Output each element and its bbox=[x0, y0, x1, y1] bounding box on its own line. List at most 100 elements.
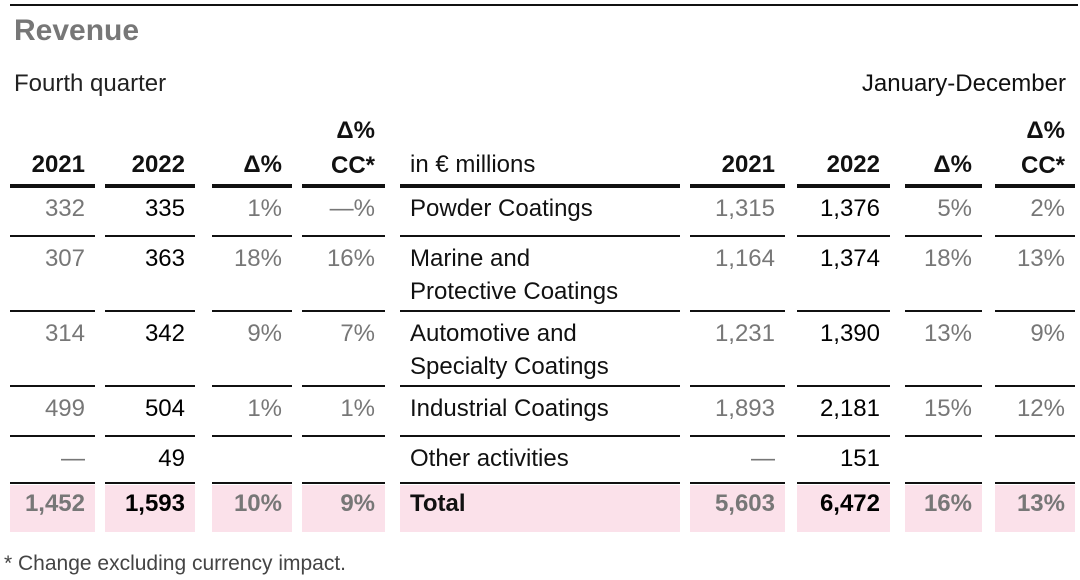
row-rule bbox=[905, 235, 982, 237]
row-rule bbox=[10, 482, 95, 484]
row-label: Other activities bbox=[410, 445, 569, 472]
header-rule bbox=[212, 184, 292, 188]
total-bg bbox=[690, 485, 785, 532]
row-rule bbox=[995, 235, 1075, 237]
cell: 1% bbox=[247, 195, 282, 222]
row-rule bbox=[905, 435, 982, 437]
cell: 1,390 bbox=[819, 320, 880, 347]
cell: 499 bbox=[44, 395, 85, 422]
row-label: Automotive and Specialty Coatings bbox=[410, 320, 609, 380]
row-rule bbox=[212, 435, 292, 437]
row-rule bbox=[797, 235, 890, 237]
total-bg bbox=[302, 485, 385, 532]
column-header: Δ% CC* bbox=[1020, 117, 1065, 179]
column-header: in € millions bbox=[410, 151, 536, 178]
cell: 16% bbox=[326, 245, 375, 272]
total-bg bbox=[995, 485, 1075, 532]
row-label: Powder Coatings bbox=[410, 195, 593, 222]
total-bg bbox=[105, 485, 195, 532]
row-rule bbox=[995, 310, 1075, 312]
cell: — bbox=[751, 445, 775, 472]
row-rule bbox=[105, 385, 195, 387]
cell: 16% bbox=[923, 490, 972, 517]
row-rule bbox=[302, 235, 385, 237]
row-rule bbox=[690, 482, 785, 484]
cell: 5,603 bbox=[714, 490, 775, 517]
row-rule bbox=[400, 235, 680, 237]
row-rule bbox=[302, 310, 385, 312]
cell: 10% bbox=[233, 490, 282, 517]
row-rule bbox=[690, 235, 785, 237]
total-bg bbox=[212, 485, 292, 532]
footnote: * Change excluding currency impact. bbox=[4, 552, 347, 575]
cell: 13% bbox=[1016, 245, 1065, 272]
left-caption: Fourth quarter bbox=[14, 70, 167, 97]
header-rule bbox=[797, 184, 890, 188]
row-rule bbox=[400, 310, 680, 312]
cell: 1,231 bbox=[714, 320, 775, 347]
top-rule bbox=[10, 4, 1078, 6]
row-rule bbox=[212, 385, 292, 387]
cell: 13% bbox=[923, 320, 972, 347]
cell: 1% bbox=[340, 395, 375, 422]
cell: 1,374 bbox=[819, 245, 880, 272]
row-rule bbox=[400, 482, 680, 484]
cell: 6,472 bbox=[819, 490, 880, 517]
cell: 1,315 bbox=[714, 195, 775, 222]
cell: 1% bbox=[247, 395, 282, 422]
cell: 307 bbox=[44, 245, 85, 272]
total-bg bbox=[905, 485, 982, 532]
row-rule bbox=[10, 385, 95, 387]
cell: 1,452 bbox=[24, 490, 85, 517]
cell: 12% bbox=[1016, 395, 1065, 422]
row-rule bbox=[400, 385, 680, 387]
header-rule bbox=[905, 184, 982, 188]
total-bg bbox=[400, 485, 680, 532]
row-rule bbox=[905, 310, 982, 312]
cell: 1,376 bbox=[819, 195, 880, 222]
cell: 2% bbox=[1030, 195, 1065, 222]
cell: — bbox=[61, 445, 85, 472]
cell: 332 bbox=[44, 195, 85, 222]
cell: 49 bbox=[158, 445, 185, 472]
row-rule bbox=[10, 435, 95, 437]
cell: 314 bbox=[44, 320, 85, 347]
cell: 335 bbox=[144, 195, 185, 222]
header-rule bbox=[10, 184, 95, 188]
cell: 504 bbox=[144, 395, 185, 422]
cell: 15% bbox=[923, 395, 972, 422]
row-rule bbox=[905, 385, 982, 387]
cell: 363 bbox=[144, 245, 185, 272]
cell: 7% bbox=[340, 320, 375, 347]
row-rule bbox=[302, 385, 385, 387]
cell: 9% bbox=[1030, 320, 1065, 347]
row-rule bbox=[690, 385, 785, 387]
row-rule bbox=[212, 482, 292, 484]
row-rule bbox=[105, 310, 195, 312]
total-bg bbox=[10, 485, 95, 532]
row-rule bbox=[995, 435, 1075, 437]
cell: 151 bbox=[839, 445, 880, 472]
header-rule bbox=[302, 184, 385, 188]
total-bg bbox=[797, 485, 890, 532]
row-rule bbox=[10, 235, 95, 237]
row-rule bbox=[690, 435, 785, 437]
row-rule bbox=[797, 435, 890, 437]
header-rule bbox=[995, 184, 1075, 188]
row-rule bbox=[400, 435, 680, 437]
column-header: 2021 bbox=[721, 151, 775, 178]
cell: 5% bbox=[937, 195, 972, 222]
row-label: Total bbox=[410, 490, 466, 517]
cell: 2,181 bbox=[819, 395, 880, 422]
column-header: 2022 bbox=[131, 151, 185, 178]
row-rule bbox=[797, 482, 890, 484]
row-rule bbox=[212, 310, 292, 312]
row-rule bbox=[10, 310, 95, 312]
column-header: Δ% CC* bbox=[330, 117, 375, 179]
cell: 1,164 bbox=[714, 245, 775, 272]
row-rule bbox=[302, 482, 385, 484]
row-rule bbox=[995, 385, 1075, 387]
cell: 9% bbox=[340, 490, 375, 517]
cell: —% bbox=[329, 195, 375, 222]
right-caption: January-December bbox=[861, 70, 1066, 97]
